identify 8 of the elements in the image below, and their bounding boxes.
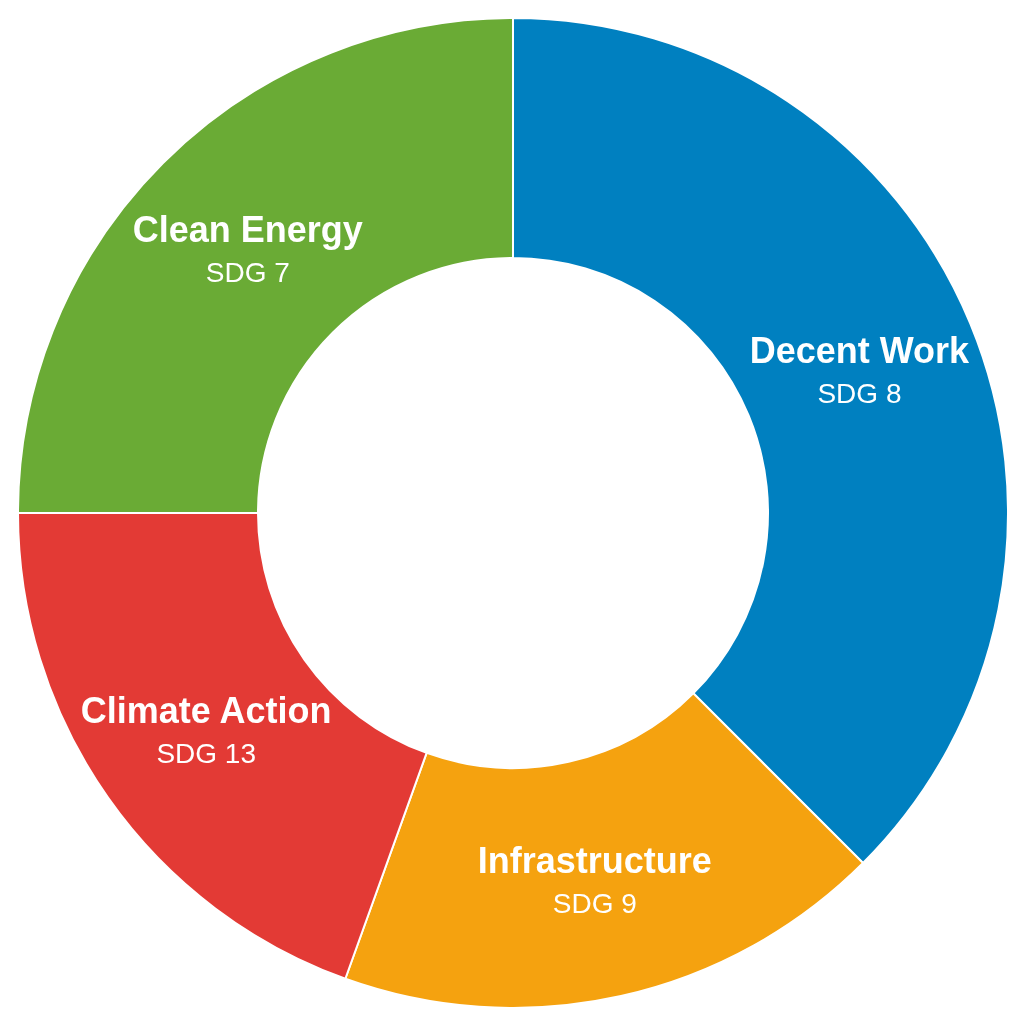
- slice-label: Climate Action: [80, 689, 332, 731]
- text: SDG 9: [552, 887, 637, 919]
- slice-label: Infrastructure: [477, 839, 712, 881]
- text: SDG 8: [817, 378, 902, 410]
- slice-label: Clean Energy: [132, 208, 363, 250]
- text: SDG 13: [156, 737, 256, 769]
- text: SDG 7: [205, 256, 290, 288]
- slice-label: Decent Work: [749, 330, 971, 372]
